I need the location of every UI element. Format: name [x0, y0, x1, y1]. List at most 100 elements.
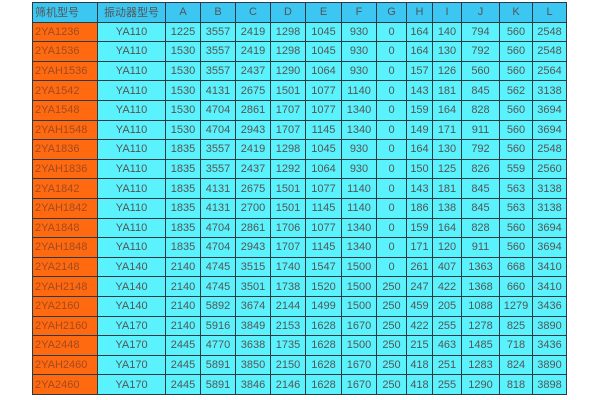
value-cell: 1340	[341, 99, 377, 121]
value-cell: 0	[376, 217, 407, 239]
value-cell: 0	[376, 41, 407, 62]
screen-model-cell: 2YAH1836	[32, 158, 98, 180]
value-cell: 828	[461, 99, 500, 121]
header-col-i: I	[432, 2, 462, 23]
screen-specs-table: 筛机型号 振动器型号 A B C D E F G H I J K L 2YA1236 YA110 1225 35…	[32, 2, 567, 395]
value-cell: 1706	[270, 217, 306, 239]
value-cell: 3638	[235, 335, 271, 356]
value-cell: 1077	[305, 99, 342, 121]
header-col-f: F	[341, 2, 377, 23]
value-cell: 4704	[200, 237, 236, 258]
value-cell: 181	[432, 178, 462, 199]
value-cell: 563	[499, 178, 533, 199]
value-cell: 1740	[270, 256, 306, 278]
value-cell: 463	[432, 335, 462, 356]
value-cell: 718	[499, 335, 533, 356]
value-cell: 845	[461, 80, 500, 101]
value-cell: 560	[499, 217, 533, 239]
table-row: 2YA1542 YA110 1530 4131 2675 1501 1077 1140 0 143…	[32, 80, 567, 101]
value-cell: 1088	[461, 295, 500, 317]
value-cell: 261	[406, 256, 433, 278]
value-cell: 2700	[235, 197, 271, 219]
value-cell: 2140	[165, 256, 201, 278]
value-cell: 562	[499, 80, 533, 101]
value-cell: 2943	[235, 237, 271, 258]
value-cell: 1145	[305, 237, 342, 258]
value-cell: 1835	[165, 237, 201, 258]
value-cell: 5892	[200, 295, 236, 317]
screen-model-cell: 2YA2148	[32, 256, 98, 278]
value-cell: 828	[461, 217, 500, 239]
value-cell: 3410	[532, 276, 567, 297]
value-cell: 1835	[165, 158, 201, 180]
vibrator-model-cell: YA110	[97, 178, 166, 199]
value-cell: 164	[432, 217, 462, 239]
screen-model-cell: 2YAH2148	[32, 276, 98, 297]
value-cell: 1547	[305, 256, 342, 278]
vibrator-model-cell: YA110	[97, 158, 166, 180]
value-cell: 5891	[200, 354, 236, 376]
table-row: 2YA1548 YA110 1530 4704 2861 1707 1077 1340 0 159…	[32, 99, 567, 121]
value-cell: 171	[432, 119, 462, 141]
table-row: 2YAH1536 YA110 1530 3557 2437 1290 1064 930 0 157…	[32, 60, 567, 82]
value-cell: 159	[406, 217, 433, 239]
vibrator-model-cell: YA140	[97, 295, 166, 317]
value-cell: 1077	[305, 217, 342, 239]
value-cell: 560	[499, 119, 533, 141]
value-cell: 930	[341, 158, 377, 180]
value-cell: 251	[432, 354, 462, 376]
value-cell: 792	[461, 41, 500, 62]
value-cell: 930	[341, 60, 377, 82]
value-cell: 3138	[532, 80, 567, 101]
table-row: 2YAH2160 YA170 2140 5916 3849 2153 1628 1670 250…	[32, 315, 567, 337]
value-cell: 0	[376, 237, 407, 258]
table-row: 2YA2448 YA170 2445 4770 3638 1735 1628 1500 250 2…	[32, 335, 567, 356]
value-cell: 3890	[532, 354, 567, 376]
value-cell: 1530	[165, 60, 201, 82]
vibrator-model-cell: YA110	[97, 41, 166, 62]
value-cell: 3410	[532, 256, 567, 278]
value-cell: 3436	[532, 335, 567, 356]
value-cell: 250	[376, 295, 407, 317]
value-cell: 4704	[200, 99, 236, 121]
value-cell: 0	[376, 256, 407, 278]
value-cell: 1045	[305, 139, 342, 160]
value-cell: 125	[432, 158, 462, 180]
value-cell: 418	[406, 374, 433, 395]
value-cell: 1707	[270, 99, 306, 121]
value-cell: 2140	[165, 276, 201, 297]
value-cell: 1298	[270, 139, 306, 160]
value-cell: 164	[432, 99, 462, 121]
screen-model-cell: 2YA1842	[32, 178, 98, 199]
value-cell: 4745	[200, 256, 236, 278]
value-cell: 560	[461, 60, 500, 82]
value-cell: 4131	[200, 80, 236, 101]
header-col-c: C	[235, 2, 271, 23]
value-cell: 1628	[305, 335, 342, 356]
value-cell: 0	[376, 139, 407, 160]
table-row: 2YA1848 YA110 1835 4704 2861 1706 1077 1340 0 159…	[32, 217, 567, 239]
vibrator-model-cell: YA140	[97, 256, 166, 278]
table-row: 2YAH1548 YA110 1530 4704 2943 1707 1145 1340 0 14…	[32, 119, 567, 141]
value-cell: 1628	[305, 374, 342, 395]
header-col-h: H	[406, 2, 433, 23]
value-cell: 130	[432, 41, 462, 62]
value-cell: 792	[461, 139, 500, 160]
value-cell: 250	[376, 374, 407, 395]
value-cell: 2445	[165, 354, 201, 376]
value-cell: 1707	[270, 119, 306, 141]
value-cell: 2153	[270, 315, 306, 337]
value-cell: 2675	[235, 178, 271, 199]
value-cell: 825	[499, 315, 533, 337]
value-cell: 3557	[200, 60, 236, 82]
value-cell: 2445	[165, 374, 201, 395]
value-cell: 5891	[200, 374, 236, 395]
value-cell: 4704	[200, 119, 236, 141]
value-cell: 1145	[305, 119, 342, 141]
value-cell: 1140	[341, 178, 377, 199]
value-cell: 1140	[341, 80, 377, 101]
vibrator-model-cell: YA110	[97, 139, 166, 160]
table-row: 2YA1836 YA110 1835 3557 2419 1298 1045 930 0 164 1…	[32, 139, 567, 160]
value-cell: 1500	[341, 335, 377, 356]
screen-model-cell: 2YA1236	[32, 21, 98, 43]
